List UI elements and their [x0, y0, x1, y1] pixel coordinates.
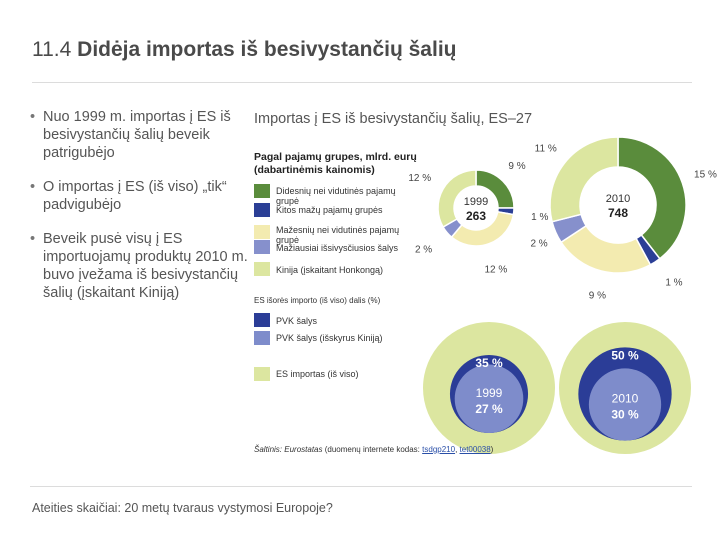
source-note: Šaltinis: Eurostatas (duomenų internete …: [254, 445, 494, 454]
legend-swatch-green: [254, 184, 270, 198]
legend2-swatch-eu: [254, 367, 270, 381]
bullet-item: Nuo 1999 m. importas į ES iš besivystanč…: [28, 108, 253, 162]
slide-title: 11.4 Didėja importas iš besivystančių ša…: [32, 38, 456, 62]
chart-subtitle: Pagal pajamų grupes, mlrd. eurų (dabartin…: [254, 151, 417, 177]
bubble-pvk-excl-label: 30 %: [611, 408, 639, 422]
bullet-item: O importas į ES (iš viso) „tik“ padvigub…: [28, 178, 253, 214]
pie-slice: [437, 169, 477, 229]
pie-slice-label: 11 %: [535, 143, 557, 154]
legend2-swatch-pvk: [254, 313, 270, 327]
pie-slice-label: 2 %: [415, 244, 432, 255]
footer-divider: [30, 486, 692, 487]
bubble-pvk-excl: [588, 368, 662, 441]
chart-subtitle-line2: (dabartinėmis kainomis): [254, 164, 375, 176]
slide-title-number: 11.4: [32, 38, 72, 61]
pie-slice-label: 12 %: [484, 265, 507, 276]
slide-title-text: Didėja importas iš besivystančių šalių: [77, 38, 457, 61]
pie-year-label: 2010: [606, 193, 630, 205]
legend2-label: PVK šalys (išskyrus Kiniją): [276, 333, 383, 343]
pie-total-label: 748: [608, 206, 628, 220]
bubble-pvk-label: 35 %: [475, 356, 503, 370]
legend2-label: ES importas (iš viso): [276, 369, 359, 379]
bubble-pvk-excl-label: 27 %: [475, 402, 503, 416]
pie-total-label: 263: [466, 209, 486, 223]
pie-slice-label: 9 %: [508, 161, 525, 172]
bubble-pvk-label: 50 %: [611, 348, 639, 362]
pie-slice-label: 12 %: [408, 173, 431, 184]
legend-swatch-yellow: [254, 225, 270, 239]
chart-title: Importas į ES iš besivystančių šalių, ES…: [254, 111, 533, 127]
bullet-item: Beveik pusė visų į ES importuojamų produ…: [28, 230, 253, 302]
legend-label: Kinija (įskaitant Honkongą): [276, 265, 384, 275]
pie-slice-label: 2 %: [530, 239, 547, 250]
pie-slice-label: 9 %: [589, 290, 606, 301]
source-link[interactable]: tsdgp210: [422, 445, 456, 454]
pie-year-label: 1999: [464, 196, 488, 208]
section2-label: ES išorės importo (iš viso) dalis (%): [254, 296, 381, 305]
legend-swatch-lightgreen: [254, 262, 270, 276]
chart-subtitle-line1: Pagal pajamų grupes, mlrd. eurų: [254, 151, 417, 163]
bubble-year-label: 2010: [612, 392, 639, 406]
legend2-swatch-pvk-excl: [254, 331, 270, 345]
bullet-list: Nuo 1999 m. importas į ES iš besivystanč…: [28, 108, 253, 318]
pie-slice: [617, 136, 687, 260]
footer-text: Ateities skaičiai: 20 metų tvaraus vysty…: [32, 501, 333, 515]
bubble-pvk-excl: [454, 364, 524, 434]
pie-slice-label: 1 %: [665, 277, 682, 288]
legend-swatch-blue: [254, 203, 270, 217]
title-divider: [32, 82, 692, 83]
bubble-year-label: 1999: [476, 386, 503, 400]
legend-label: Mažiausiai išsivysčiusios šalys: [276, 243, 399, 253]
pie-slice-label: 1 %: [531, 212, 548, 223]
source-link[interactable]: tet00038: [459, 445, 491, 454]
legend-label: Didesnių nei vidutinės pajamų grupė: [276, 186, 396, 206]
pie-slice-label: 15 %: [694, 170, 717, 181]
legend-label: Mažesnių nei vidutinės pajamų grupė: [276, 225, 400, 245]
legend2-label: PVK šalys: [276, 316, 318, 326]
legend-swatch-lightblue: [254, 240, 270, 254]
legend-label: Kitos mažų pajamų grupės: [276, 205, 383, 215]
pie-slice: [549, 136, 619, 223]
